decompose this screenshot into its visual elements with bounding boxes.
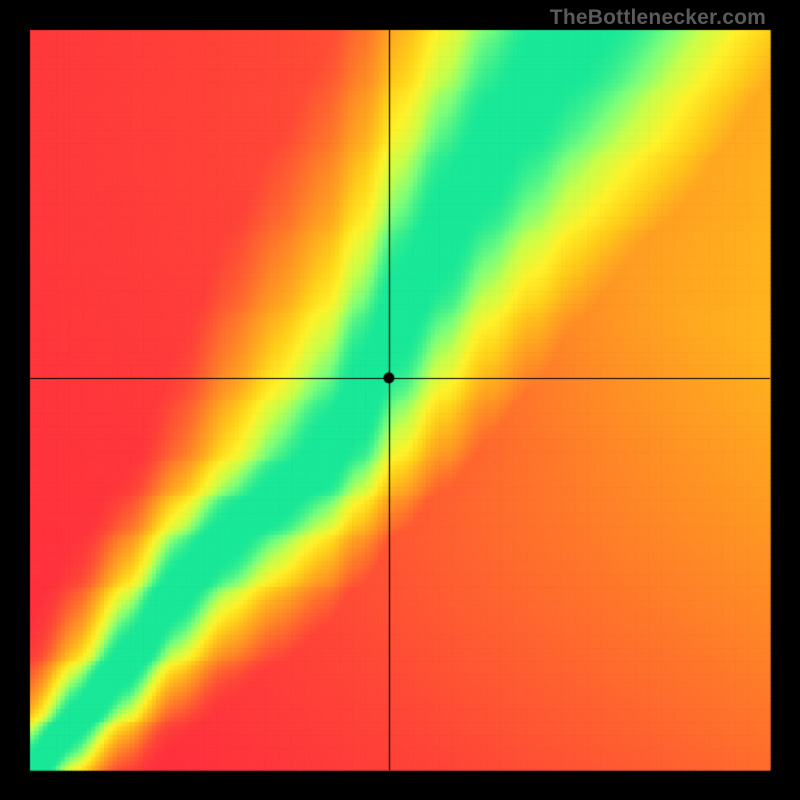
- chart-container: TheBottlenecker.com: [0, 0, 800, 800]
- watermark-text: TheBottlenecker.com: [550, 6, 766, 30]
- heatmap-canvas: [0, 0, 800, 800]
